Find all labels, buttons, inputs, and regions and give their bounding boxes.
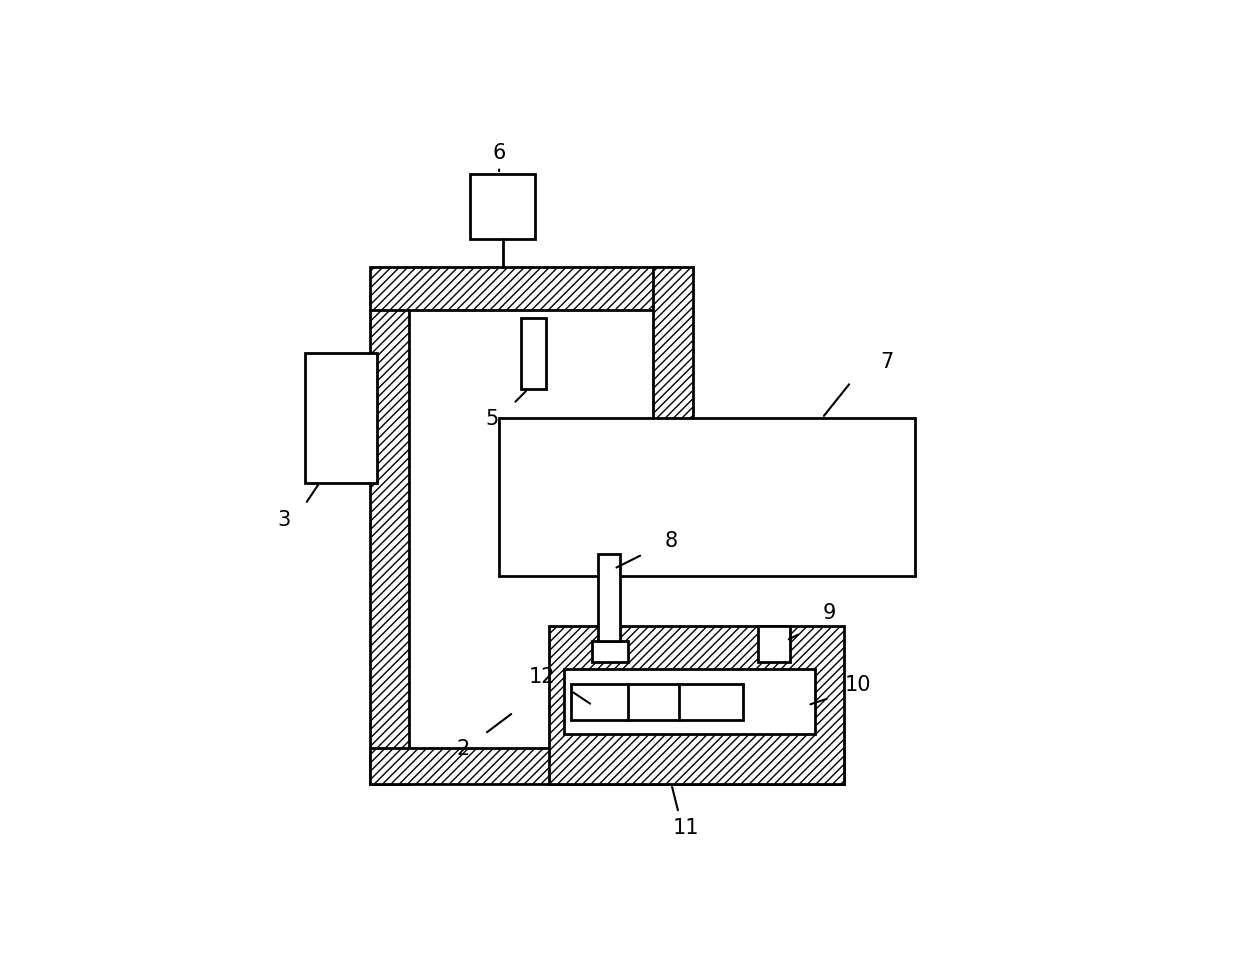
Text: 7: 7 xyxy=(880,351,893,372)
Bar xyxy=(521,318,546,390)
Text: 8: 8 xyxy=(665,530,678,551)
Bar xyxy=(593,641,629,662)
Bar xyxy=(498,419,915,576)
Bar xyxy=(305,354,377,483)
Text: 6: 6 xyxy=(492,143,506,163)
Bar xyxy=(564,670,815,734)
Bar xyxy=(370,748,843,784)
Text: 11: 11 xyxy=(672,818,699,837)
Text: 5: 5 xyxy=(485,409,498,428)
Text: 10: 10 xyxy=(844,674,872,694)
Bar xyxy=(370,268,678,311)
Bar xyxy=(370,296,409,784)
Bar xyxy=(653,268,693,483)
Text: 9: 9 xyxy=(822,602,836,622)
Bar xyxy=(570,684,743,720)
Bar xyxy=(598,555,620,641)
Text: 2: 2 xyxy=(456,738,470,759)
Bar xyxy=(549,627,843,784)
Text: 3: 3 xyxy=(277,509,290,529)
Bar xyxy=(470,175,534,240)
Bar xyxy=(758,627,790,662)
Text: 12: 12 xyxy=(529,667,556,687)
